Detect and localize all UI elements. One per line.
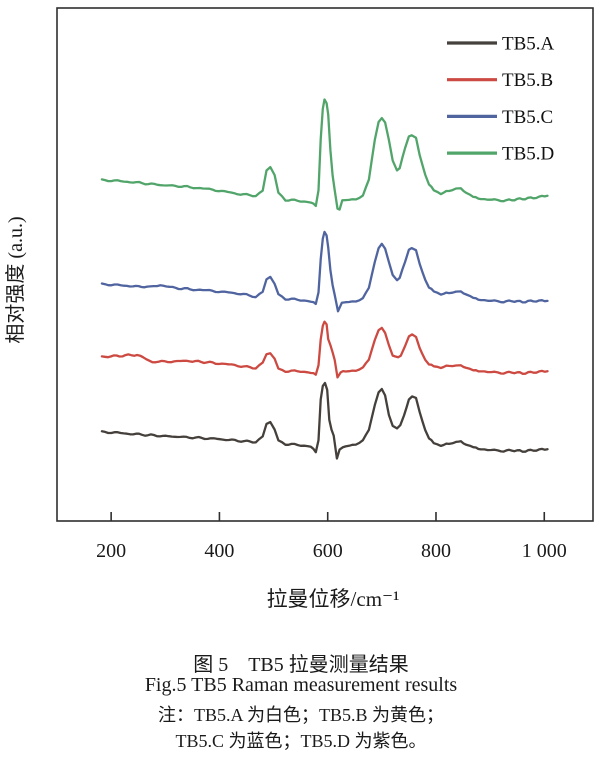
x-tick-label: 400 — [204, 540, 234, 562]
caption-title-en: Fig.5 TB5 Raman measurement results — [144, 674, 458, 696]
legend-label-TB5.D: TB5.D — [502, 144, 554, 165]
caption-note-line2: TB5.C 为蓝色；TB5.D 为紫色。 — [175, 731, 427, 751]
caption-note-line1: 注：TB5.A 为白色；TB5.B 为黄色； — [157, 705, 444, 725]
x-tick-label: 800 — [421, 540, 451, 562]
x-axis-title: 拉曼位移/cm⁻¹ — [267, 587, 400, 611]
x-tick-label: 1 000 — [522, 540, 567, 562]
plot-border — [56, 7, 594, 522]
legend-label-TB5.C: TB5.C — [502, 107, 553, 128]
legend-label-TB5.B: TB5.B — [502, 70, 553, 91]
y-axis-title: 相对强度 (a.u.) — [4, 216, 27, 343]
spectrum-TB5.C — [100, 230, 549, 313]
caption-title-zh: 图 5 TB5 拉曼测量结果 — [193, 654, 409, 676]
spectrum-TB5.B — [100, 320, 549, 379]
plot-area: 200 400 600 800 1 000 TB5.A TB5.B TB5.C TB5.D — [96, 34, 567, 563]
x-tick-label: 600 — [313, 540, 343, 562]
spectrum-TB5.A — [100, 381, 549, 460]
x-tick-label: 200 — [96, 540, 126, 562]
legend-label-TB5.A: TB5.A — [502, 34, 555, 55]
spectrum-TB5.D — [100, 98, 549, 211]
